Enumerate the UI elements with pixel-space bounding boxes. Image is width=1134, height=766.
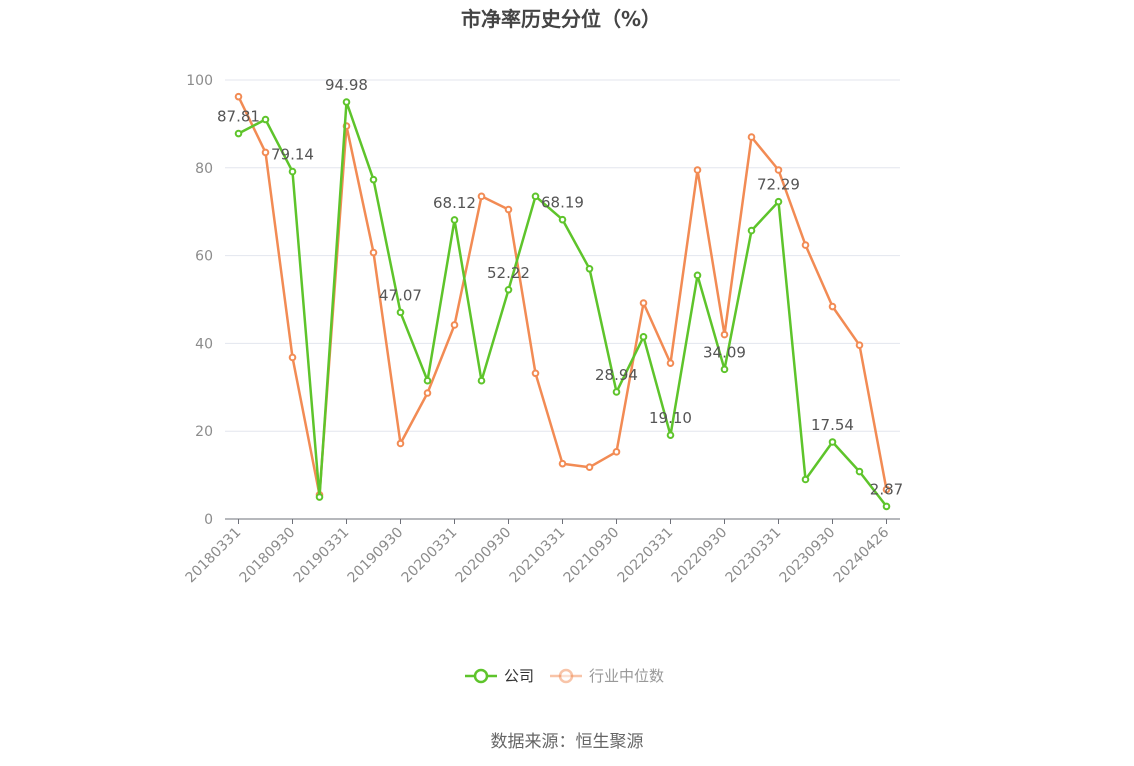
data-point-s1-19 xyxy=(747,133,756,141)
data-point-s1-21 xyxy=(801,241,810,249)
data-label-6: 47.07 xyxy=(379,286,422,304)
x-tick-label-20210930: 20210930 xyxy=(561,525,623,587)
y-tick-label-80: 80 xyxy=(195,161,213,177)
x-tick-label-20220331: 20220331 xyxy=(615,525,677,587)
legend-label-1: 行业中位数 xyxy=(589,667,664,685)
series-layer xyxy=(234,92,891,511)
x-tick-label-20180331: 20180331 xyxy=(183,525,245,587)
data-point-s0-1 xyxy=(261,115,270,124)
series-line-0 xyxy=(237,100,888,508)
x-tick-label-20190930: 20190930 xyxy=(345,525,407,587)
x-tick-label-20210331: 20210331 xyxy=(507,525,569,587)
series-line-1 xyxy=(237,96,888,497)
x-tick-label-20230331: 20230331 xyxy=(723,525,785,587)
x-tick-label-20180930: 20180930 xyxy=(237,525,299,587)
data-point-s1-0 xyxy=(234,92,243,101)
data-point-s1-16 xyxy=(666,359,675,367)
data-point-s1-5 xyxy=(369,248,378,257)
data-point-s0-3 xyxy=(315,493,324,501)
data-point-s0-14 xyxy=(612,388,621,396)
x-tick-label-20190331: 20190331 xyxy=(291,525,353,587)
data-point-s0-12 xyxy=(558,215,567,224)
data-point-s1-15 xyxy=(639,299,648,307)
data-point-s1-14 xyxy=(612,448,621,456)
data-point-s0-11 xyxy=(531,192,540,201)
data-point-s1-12 xyxy=(558,459,567,468)
data-label-20: 72.29 xyxy=(757,176,800,194)
data-point-s1-10 xyxy=(504,205,513,214)
data-point-s0-4 xyxy=(342,98,351,106)
data-label-14: 28.94 xyxy=(595,366,638,384)
y-tick-label-0: 0 xyxy=(204,512,213,528)
chart-title: 市净率历史分位（%） xyxy=(461,7,661,31)
x-tick-label-20200930: 20200930 xyxy=(453,525,515,587)
x-tick-label-20240426: 20240426 xyxy=(831,524,893,586)
data-point-s0-23 xyxy=(855,467,864,476)
data-label-8: 68.12 xyxy=(433,194,476,212)
y-tick-label-100: 100 xyxy=(186,73,213,89)
y-tick-label-60: 60 xyxy=(195,249,213,265)
data-point-s0-10 xyxy=(504,285,513,294)
data-point-s1-20 xyxy=(774,166,783,174)
data-point-s0-19 xyxy=(747,226,756,235)
data-point-s0-20 xyxy=(774,197,783,206)
data-point-s0-21 xyxy=(801,475,810,484)
legend-marker-0 xyxy=(473,668,489,684)
data-point-s1-6 xyxy=(396,439,405,448)
data-label-18: 34.09 xyxy=(703,343,746,361)
data-point-s1-13 xyxy=(585,463,594,471)
data-label-12: 68.19 xyxy=(541,194,584,212)
data-point-s0-22 xyxy=(828,438,837,446)
data-label-2: 79.14 xyxy=(271,146,314,164)
data-point-s0-6 xyxy=(396,308,405,317)
data-point-s0-0 xyxy=(234,129,243,138)
x-tick-label-20200331: 20200331 xyxy=(399,525,461,587)
legend-label-0: 公司 xyxy=(504,667,534,685)
grid-layer xyxy=(225,79,900,432)
data-point-s1-18 xyxy=(720,330,729,339)
data-point-s1-24 xyxy=(882,485,891,494)
data-label-22: 17.54 xyxy=(811,416,854,434)
data-point-s1-22 xyxy=(828,302,837,311)
data-point-s0-5 xyxy=(369,175,378,184)
data-point-s0-8 xyxy=(450,216,459,224)
legend: 公司 行业中位数 xyxy=(465,667,664,685)
legend-marker-1 xyxy=(558,668,574,684)
data-label-4: 94.98 xyxy=(325,76,368,94)
legend-item-1[interactable]: 行业中位数 xyxy=(550,667,664,685)
data-point-s0-18 xyxy=(720,365,729,374)
data-label-16: 19.10 xyxy=(649,409,692,427)
data-point-s0-13 xyxy=(585,264,594,273)
data-point-s1-11 xyxy=(531,369,540,378)
data-point-s1-8 xyxy=(450,321,459,329)
data-label-layer: 87.81 79.14 94.98 47.07 68.12 52.22 68.19 28.94… xyxy=(217,76,903,498)
data-point-s1-2 xyxy=(288,353,297,362)
legend-item-0[interactable]: 公司 xyxy=(465,667,534,685)
data-point-s0-2 xyxy=(288,167,297,176)
data-point-s0-9 xyxy=(477,376,486,385)
data-point-s1-9 xyxy=(477,192,486,201)
y-tick-label-40: 40 xyxy=(195,336,213,352)
data-point-s1-17 xyxy=(693,166,702,174)
y-tick-label-20: 20 xyxy=(195,424,213,440)
x-tick-label-20230930: 20230930 xyxy=(777,525,839,587)
data-point-s1-23 xyxy=(855,341,864,349)
data-point-s1-1 xyxy=(261,148,270,157)
data-point-s0-16 xyxy=(666,431,675,439)
data-point-s0-7 xyxy=(423,376,432,385)
data-point-s0-15 xyxy=(639,333,648,341)
data-point-s1-7 xyxy=(423,389,432,397)
source-note: 数据来源：恒生聚源 xyxy=(491,732,644,752)
data-point-s0-24 xyxy=(882,502,891,511)
x-tick-label-20220930: 20220930 xyxy=(669,525,731,587)
data-label-24: 2.87 xyxy=(870,480,903,498)
data-label-0: 87.81 xyxy=(217,108,260,126)
data-label-10: 52.22 xyxy=(487,264,530,282)
data-point-s0-17 xyxy=(693,271,702,280)
